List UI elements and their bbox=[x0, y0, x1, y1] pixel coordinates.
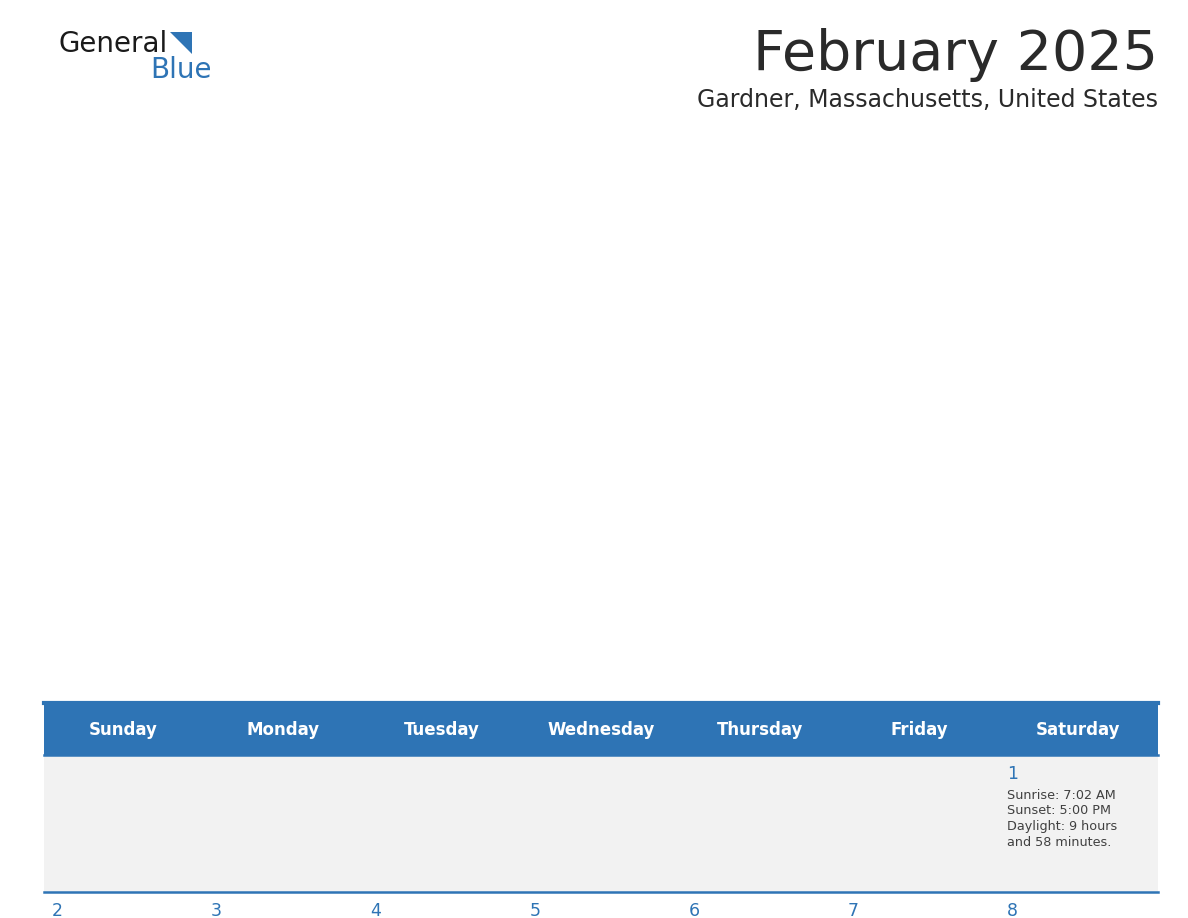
Bar bbox=[44, 755, 1158, 892]
Text: Saturday: Saturday bbox=[1036, 721, 1120, 739]
Text: February 2025: February 2025 bbox=[753, 28, 1158, 82]
Text: General: General bbox=[58, 30, 168, 58]
Text: Friday: Friday bbox=[891, 721, 948, 739]
Text: Monday: Monday bbox=[246, 721, 320, 739]
Text: and 58 minutes.: and 58 minutes. bbox=[1007, 835, 1111, 848]
Text: 6: 6 bbox=[689, 902, 700, 918]
Text: Sunset: 5:00 PM: Sunset: 5:00 PM bbox=[1007, 804, 1111, 818]
Text: Thursday: Thursday bbox=[716, 721, 803, 739]
Text: Daylight: 9 hours: Daylight: 9 hours bbox=[1007, 820, 1117, 833]
Polygon shape bbox=[170, 32, 192, 54]
Bar bbox=[44, 705, 1158, 755]
Text: Sunday: Sunday bbox=[89, 721, 158, 739]
Text: Wednesday: Wednesday bbox=[548, 721, 655, 739]
Text: 3: 3 bbox=[211, 902, 222, 918]
Text: 1: 1 bbox=[1007, 765, 1018, 783]
Text: 4: 4 bbox=[371, 902, 381, 918]
Text: Gardner, Massachusetts, United States: Gardner, Massachusetts, United States bbox=[697, 88, 1158, 112]
Text: 2: 2 bbox=[52, 902, 63, 918]
Text: 5: 5 bbox=[530, 902, 541, 918]
Text: Tuesday: Tuesday bbox=[404, 721, 480, 739]
Text: Blue: Blue bbox=[150, 56, 211, 84]
Text: Sunrise: 7:02 AM: Sunrise: 7:02 AM bbox=[1007, 789, 1116, 802]
Text: 8: 8 bbox=[1007, 902, 1018, 918]
Bar bbox=[44, 892, 1158, 918]
Text: 7: 7 bbox=[848, 902, 859, 918]
